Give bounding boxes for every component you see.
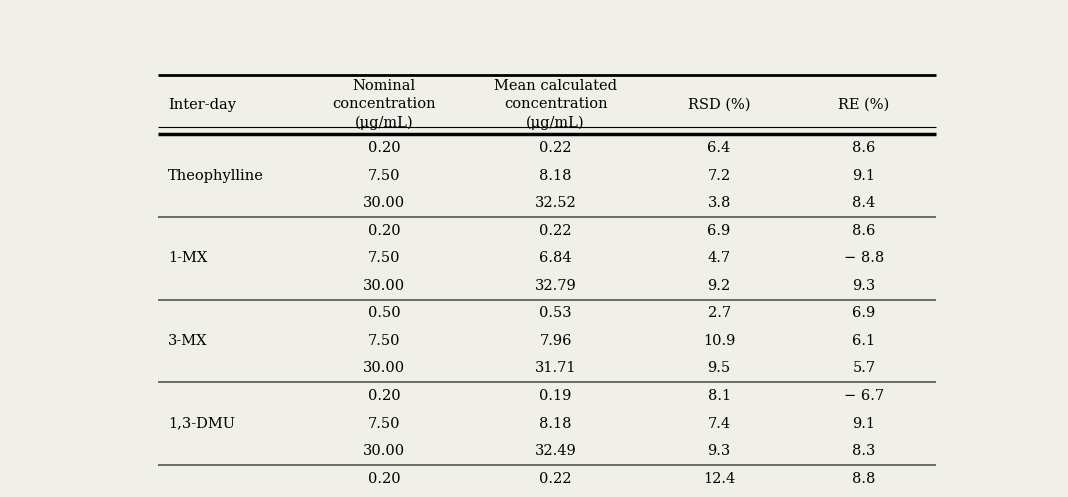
Text: 8.1: 8.1 xyxy=(707,389,731,403)
Text: 9.2: 9.2 xyxy=(707,279,731,293)
Text: 31.71: 31.71 xyxy=(535,361,577,375)
Text: 32.49: 32.49 xyxy=(535,444,577,458)
Text: 7.50: 7.50 xyxy=(367,416,400,430)
Text: 0.50: 0.50 xyxy=(367,306,400,321)
Text: 7.50: 7.50 xyxy=(367,251,400,265)
Text: − 8.8: − 8.8 xyxy=(844,251,884,265)
Text: 30.00: 30.00 xyxy=(363,361,405,375)
Text: 4.7: 4.7 xyxy=(707,251,731,265)
Text: 3-MX: 3-MX xyxy=(169,334,208,348)
Text: 3.8: 3.8 xyxy=(707,196,731,210)
Text: 8.8: 8.8 xyxy=(852,472,876,486)
Text: 0.20: 0.20 xyxy=(367,224,400,238)
Text: 0.22: 0.22 xyxy=(539,472,571,486)
Text: 9.1: 9.1 xyxy=(852,416,876,430)
Text: Inter-day: Inter-day xyxy=(169,97,236,112)
Text: 0.20: 0.20 xyxy=(367,389,400,403)
Text: 0.22: 0.22 xyxy=(539,141,571,155)
Text: 8.18: 8.18 xyxy=(539,168,571,182)
Text: 2.7: 2.7 xyxy=(707,306,731,321)
Text: 0.22: 0.22 xyxy=(539,224,571,238)
Text: 0.20: 0.20 xyxy=(367,472,400,486)
Text: 7.4: 7.4 xyxy=(707,416,731,430)
Text: 8.4: 8.4 xyxy=(852,196,876,210)
Text: RSD (%): RSD (%) xyxy=(688,97,751,112)
Text: − 6.7: − 6.7 xyxy=(844,389,884,403)
Text: 8.18: 8.18 xyxy=(539,416,571,430)
Text: Theophylline: Theophylline xyxy=(169,168,264,182)
Text: 5.7: 5.7 xyxy=(852,361,876,375)
Text: 7.50: 7.50 xyxy=(367,334,400,348)
Text: 8.6: 8.6 xyxy=(852,224,876,238)
Text: 8.6: 8.6 xyxy=(852,141,876,155)
Text: 8.3: 8.3 xyxy=(852,444,876,458)
Text: 32.79: 32.79 xyxy=(535,279,577,293)
Text: 9.5: 9.5 xyxy=(707,361,731,375)
Text: 7.2: 7.2 xyxy=(707,168,731,182)
Text: 6.84: 6.84 xyxy=(539,251,572,265)
Text: Nominal
concentration
(μg/mL): Nominal concentration (μg/mL) xyxy=(332,79,436,130)
Text: 6.9: 6.9 xyxy=(707,224,731,238)
Text: 30.00: 30.00 xyxy=(363,444,405,458)
Text: 12.4: 12.4 xyxy=(703,472,735,486)
Text: 0.20: 0.20 xyxy=(367,141,400,155)
Text: 0.53: 0.53 xyxy=(539,306,572,321)
Text: 1,3-DMU: 1,3-DMU xyxy=(169,416,235,430)
Text: 32.52: 32.52 xyxy=(535,196,577,210)
Text: 7.50: 7.50 xyxy=(367,168,400,182)
Text: 6.1: 6.1 xyxy=(852,334,876,348)
Text: 30.00: 30.00 xyxy=(363,196,405,210)
Text: 6.4: 6.4 xyxy=(707,141,731,155)
Text: 9.1: 9.1 xyxy=(852,168,876,182)
Text: 7.96: 7.96 xyxy=(539,334,571,348)
Text: 30.00: 30.00 xyxy=(363,279,405,293)
Text: 0.19: 0.19 xyxy=(539,389,571,403)
Text: Mean calculated
concentration
(μg/mL): Mean calculated concentration (μg/mL) xyxy=(494,79,617,130)
Text: 6.9: 6.9 xyxy=(852,306,876,321)
Text: 9.3: 9.3 xyxy=(852,279,876,293)
Text: 9.3: 9.3 xyxy=(707,444,731,458)
Text: 10.9: 10.9 xyxy=(703,334,735,348)
Text: RE (%): RE (%) xyxy=(838,97,890,112)
Text: 1-MX: 1-MX xyxy=(169,251,207,265)
